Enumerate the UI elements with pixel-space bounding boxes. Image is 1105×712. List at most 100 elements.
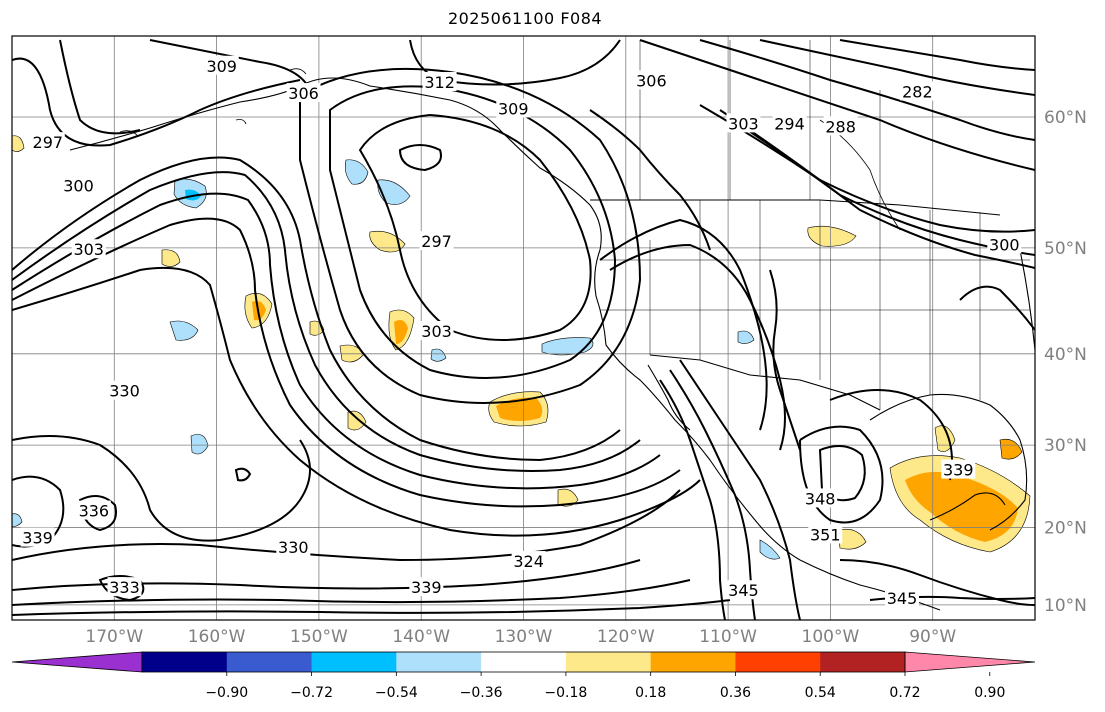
colorbar-tick-label: −0.72: [290, 685, 333, 701]
contour-line: [78, 495, 117, 532]
colorbar-tick-label: 0.36: [720, 685, 751, 701]
positive-anomaly-patch: [161, 249, 181, 267]
colorbar-tick-label: 0.90: [974, 685, 1005, 701]
latitude-tick-label: 10°N: [1044, 596, 1087, 616]
positive-anomaly-patch: [394, 320, 408, 344]
contour-value-label: 339: [411, 578, 442, 597]
us-east-coast: [1019, 249, 1035, 351]
contour-value-label: 306: [288, 84, 319, 103]
longitude-tick-label: 140°W: [392, 627, 450, 647]
colorbar-segment: [481, 652, 567, 672]
map-title: 2025061100 F084: [447, 9, 603, 28]
contour-label-background: [941, 459, 976, 479]
negative-anomaly-patch: [344, 159, 369, 185]
baja-peninsula: [647, 364, 691, 431]
contour-line: [149, 39, 311, 91]
negative-anomaly-patch: [12, 513, 23, 527]
latitude-tick-label: 50°N: [1044, 239, 1087, 259]
contour-value-label: 297: [33, 133, 64, 152]
map-layers: 309 306 312 309 306 303 294 288 282 297 300 303 297 3…: [12, 36, 1035, 620]
contour-line: [409, 39, 621, 86]
contour-value-label: 306: [636, 71, 667, 90]
contour-line: [329, 85, 617, 379]
contour-label-background: [803, 488, 838, 508]
contour-line: [12, 217, 681, 508]
yucatan-coast: [929, 492, 1006, 521]
contour-line: [959, 285, 1035, 331]
islands: [119, 68, 961, 477]
contour-value-label: 303: [728, 114, 759, 133]
colorbar-tick-label: 0.54: [805, 685, 836, 701]
longitude-tick-label: 160°W: [188, 627, 246, 647]
contour-line: [739, 124, 1035, 269]
contour-value-label: 339: [943, 461, 974, 480]
positive-anomaly-patch: [347, 410, 367, 431]
colorbar-tick-label: −0.18: [544, 685, 587, 701]
colorbar-segment: [226, 652, 313, 672]
contour-label-background: [987, 234, 1022, 254]
contour-line: [659, 379, 726, 620]
north-america-west-coast: [594, 249, 801, 561]
negative-anomaly-patch: [737, 330, 755, 344]
contour-line: [12, 156, 621, 462]
contour-value-label: 348: [805, 489, 836, 508]
positive-anomaly-patch: [496, 397, 543, 421]
contour-line: [12, 171, 641, 472]
contour-line: [12, 192, 661, 490]
longitude-tick-label: 150°W: [290, 627, 348, 647]
contour-value-label: 300: [63, 177, 94, 196]
contour-label-background: [823, 116, 858, 136]
longitude-tick-label: 170°W: [85, 627, 143, 647]
contour-line: [589, 109, 711, 251]
contour-line: [12, 599, 731, 616]
contour-label-background: [107, 380, 142, 400]
contour-value-label: 330: [109, 382, 140, 401]
longitude-tick-label: 90°W: [909, 627, 956, 647]
contour-label-background: [422, 72, 457, 92]
colorbar-segment: [396, 652, 482, 672]
contour-line: [299, 67, 642, 404]
colorbar-segment: [650, 652, 736, 672]
contour-value-label: 330: [278, 538, 309, 557]
colorbar-tick-label: −0.36: [460, 685, 503, 701]
colorbar-extend-low: [11, 651, 143, 673]
contour-label-background: [511, 551, 546, 571]
latitude-tick-label: 30°N: [1044, 436, 1087, 456]
contour-label-background: [71, 239, 106, 259]
negative-anomaly-patch: [169, 320, 199, 341]
contour-label-background: [107, 577, 142, 597]
contour-line: [829, 389, 953, 481]
colorbar-segment: [142, 652, 228, 672]
contour-value-label: 282: [902, 83, 933, 102]
latitude-tick-label: 20°N: [1044, 519, 1087, 539]
contour-value-label: 339: [22, 529, 53, 548]
negative-anomaly-patch: [190, 434, 209, 455]
contour-line: [12, 266, 701, 537]
contour-label-background: [276, 537, 311, 557]
contour-label-background: [726, 113, 761, 133]
contour-label-background: [204, 55, 239, 75]
longitude-tick-label: 130°W: [495, 627, 553, 647]
contour-line: [759, 39, 1035, 96]
contour-value-label: 333: [109, 578, 140, 597]
contour-label-background: [900, 81, 935, 101]
contour-line: [839, 559, 1035, 606]
colorbar-tick-label: 0.72: [889, 685, 920, 701]
contour-label-background: [808, 524, 843, 544]
contour-line: [639, 39, 1035, 171]
contour-line: [358, 113, 592, 341]
latitude-labels: 60°N 50°N 40°N 30°N 20°N 10°N: [1044, 108, 1087, 616]
negative-anomaly-patch: [430, 348, 447, 362]
contour-label-background: [20, 527, 55, 547]
negative-anomaly-patch: [377, 179, 411, 205]
contour-line: [398, 144, 442, 172]
contour-value-label: 324: [513, 552, 544, 571]
contour-line: [699, 39, 1035, 141]
contour-label-background: [286, 83, 321, 103]
gulf-coast: [869, 393, 1028, 531]
contour-value-label: 300: [989, 236, 1020, 255]
contour-line: [699, 104, 1035, 233]
contour-value-label: 297: [421, 232, 452, 251]
colorbar-segment: [311, 652, 397, 672]
